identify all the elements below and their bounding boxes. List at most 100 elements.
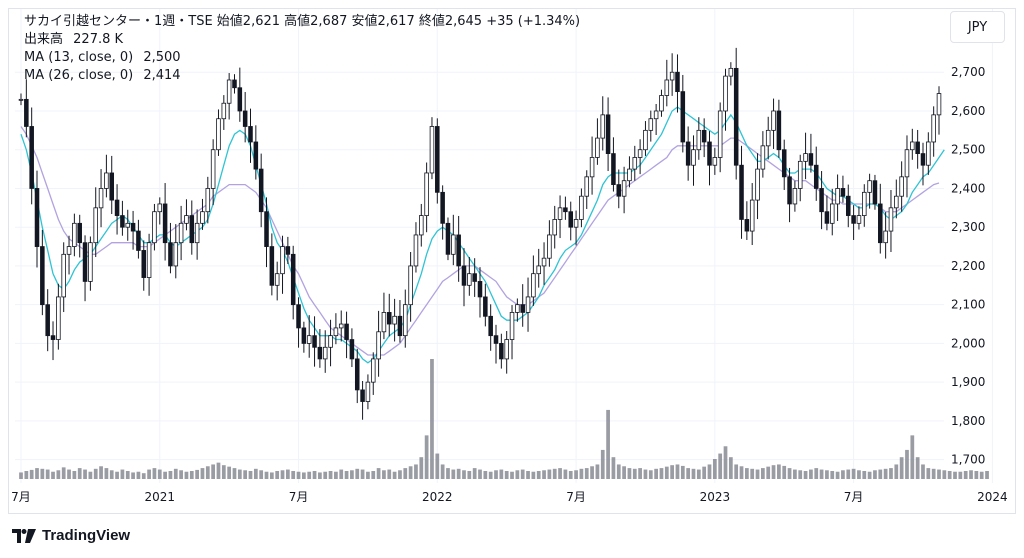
volume-bar	[873, 470, 877, 479]
candle-down	[114, 199, 120, 216]
volume-bar	[147, 469, 151, 479]
volume-bar	[312, 471, 317, 479]
price-chart[interactable]: 1,700 1,800 1,900 2,000 2,100 2,200 2,300 2,400…	[9, 9, 1015, 513]
volume-bar	[163, 471, 167, 479]
volume-bar	[291, 471, 296, 479]
candle-up	[696, 129, 702, 151]
candle-down	[605, 114, 611, 154]
volume-bar	[819, 469, 824, 479]
candle-up	[216, 118, 221, 151]
volume-bar	[670, 465, 675, 479]
candle-up	[589, 157, 595, 178]
volume-bar	[387, 469, 392, 479]
volume-bar	[947, 471, 952, 479]
volume-bar	[723, 446, 728, 479]
candle-down	[707, 141, 712, 166]
volume-bar	[798, 470, 803, 479]
candle-up	[56, 296, 61, 340]
candle-down	[616, 184, 622, 197]
volume-bar	[152, 468, 157, 479]
volume-bar	[809, 469, 813, 479]
candle-down	[499, 343, 504, 360]
ma26-value: 2,414	[143, 68, 181, 83]
volume-bar	[841, 470, 845, 479]
candle-down	[920, 153, 926, 166]
volume-bar	[115, 471, 119, 479]
volume-bar	[707, 464, 712, 479]
candle-down	[45, 304, 50, 337]
volume-bar	[456, 468, 461, 479]
candle-down	[109, 172, 115, 201]
volume-bar	[29, 469, 34, 479]
candle-up	[451, 234, 456, 255]
volume-bar	[846, 469, 851, 479]
candle-up	[333, 327, 339, 337]
candle-up	[717, 110, 723, 158]
volume-bar	[883, 468, 888, 479]
candle-up	[66, 246, 72, 255]
candle-up	[600, 114, 606, 139]
candle-up	[18, 98, 24, 101]
volume-bar	[189, 471, 194, 479]
candle-up	[835, 188, 840, 205]
volume-bar	[398, 470, 402, 479]
volume-bar	[435, 453, 440, 479]
volume-bar	[563, 469, 568, 479]
candle-down	[29, 126, 34, 189]
volume-bar	[686, 468, 691, 479]
candle-down	[563, 207, 568, 213]
volume-bar	[467, 471, 472, 479]
volume-bar	[969, 470, 973, 479]
volume-bar	[750, 468, 755, 479]
candle-up	[792, 188, 798, 205]
volume-bar	[803, 471, 808, 479]
candle-down	[435, 126, 440, 193]
candle-up	[98, 188, 104, 209]
volume-bar	[56, 470, 61, 479]
x-tick-label: 2022	[422, 490, 453, 504]
candle-up	[306, 335, 312, 344]
volume-bar	[334, 471, 338, 479]
candle-down	[397, 315, 403, 337]
candle-down	[349, 339, 355, 360]
volume-bar	[985, 471, 989, 479]
volume-bar	[371, 471, 376, 479]
candle-down	[312, 335, 317, 348]
volume-bar	[339, 469, 344, 479]
candle-up	[61, 253, 66, 298]
volume-bar	[632, 468, 637, 479]
candle-up	[419, 215, 424, 236]
volume-bar	[61, 467, 66, 479]
candle-up	[797, 160, 803, 189]
volume-bar	[88, 471, 93, 479]
volume-bar	[857, 470, 861, 479]
candle-up	[413, 234, 419, 267]
volume-bar	[771, 465, 776, 479]
volume-bar	[510, 471, 514, 479]
volume-bar	[307, 471, 312, 479]
candle-down	[813, 164, 819, 189]
volume-bar	[590, 466, 594, 479]
currency-button[interactable]: JPY	[950, 11, 1005, 43]
candle-up	[403, 304, 408, 337]
candle-up	[88, 242, 93, 282]
volume-bar	[531, 471, 536, 479]
volume-bar	[120, 469, 125, 479]
volume-bar	[248, 471, 253, 479]
volume-bar	[739, 466, 744, 479]
volume-bar	[376, 468, 381, 479]
candle-down	[680, 91, 686, 143]
volume-bar	[520, 469, 525, 479]
candle-up	[931, 114, 936, 143]
volume-bar	[915, 457, 920, 479]
candle-down	[24, 98, 29, 127]
symbol-header: サカイ引越センター・1週・TSE 始値2,621 高値2,687 安値2,617…	[24, 13, 580, 30]
candle-up	[173, 242, 179, 267]
volume-legend: 出来高 227.8 K	[24, 31, 123, 48]
brand[interactable]: TradingView	[12, 527, 130, 544]
volume-bar	[440, 464, 445, 479]
volume-bar	[419, 457, 424, 479]
candle-up	[194, 222, 200, 244]
volume-bar	[45, 469, 50, 479]
volume-bar	[125, 471, 130, 479]
